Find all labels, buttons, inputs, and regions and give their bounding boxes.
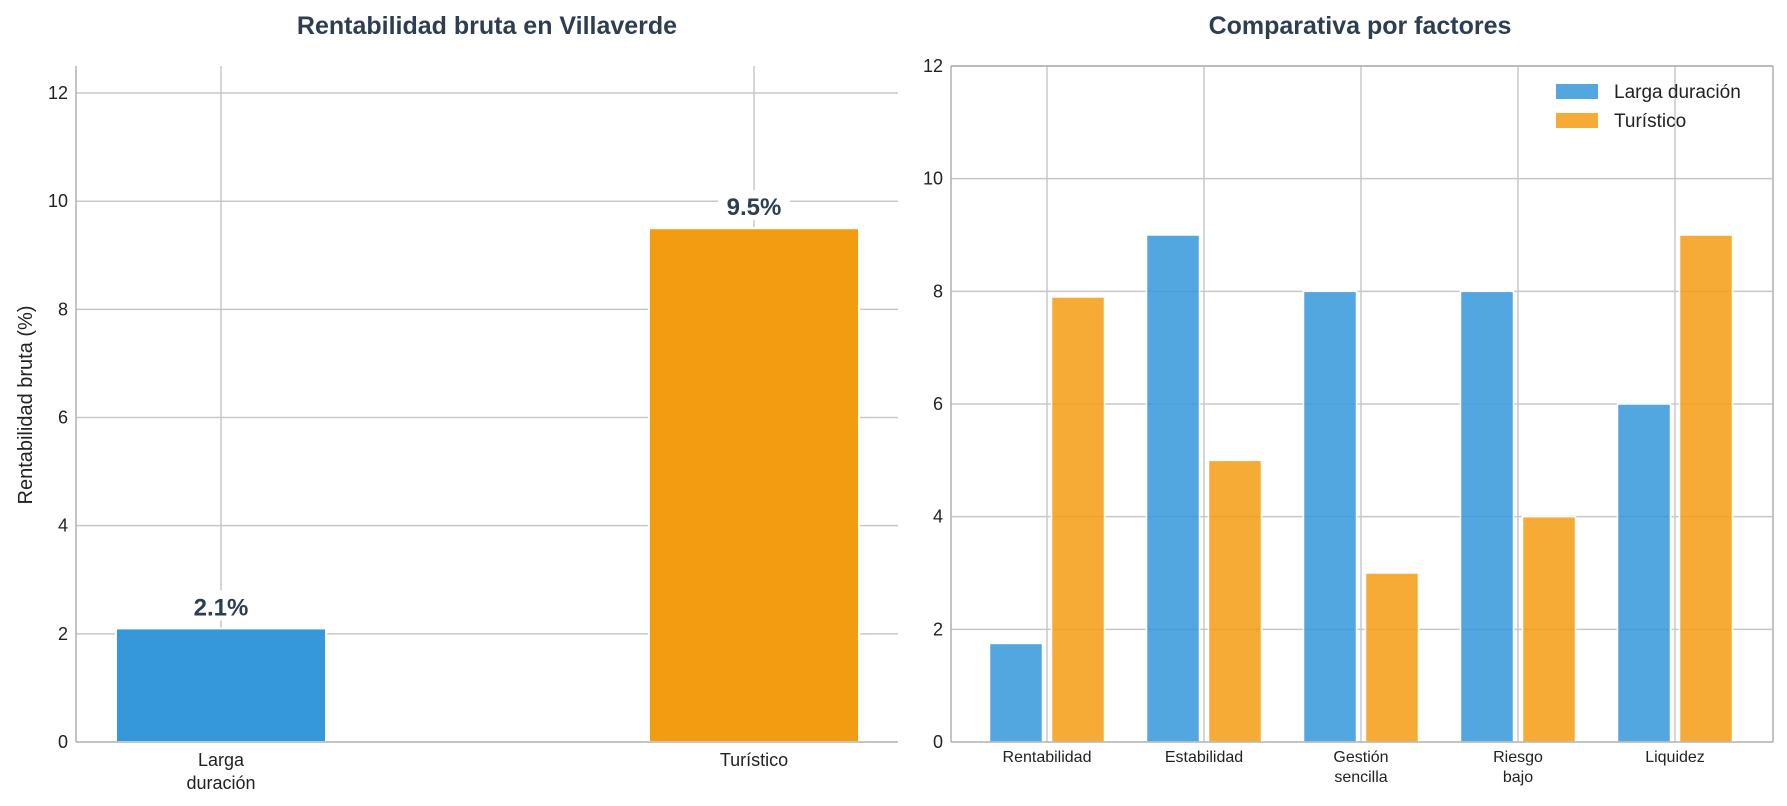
left-x-tick-label: duración (186, 773, 255, 793)
legend-label: Larga duración (1614, 82, 1741, 103)
right-x-tick-label: Gestión (1333, 749, 1388, 766)
right-bar-turistico (1521, 515, 1577, 743)
right-y-tick-label: 4 (933, 507, 943, 527)
right-bar-turistico (1207, 459, 1263, 743)
right-x-tick-label: Rentabilidad (1003, 749, 1092, 766)
right-y-tick-label: 10 (923, 169, 943, 189)
left-y-tick-label: 10 (48, 191, 68, 211)
legend-swatch (1556, 84, 1598, 99)
right-x-tick-label: sencilla (1334, 769, 1387, 786)
right-x-tick-label: Liquidez (1645, 749, 1705, 766)
right-x-tick-label: Estabilidad (1165, 749, 1243, 766)
right-y-tick-label: 6 (933, 394, 943, 414)
right-y-tick-label: 2 (933, 619, 943, 639)
left-data-label-bg (718, 190, 790, 221)
legend-swatch (1556, 113, 1598, 128)
left-data-label: 9.5% (727, 194, 782, 221)
right-legend: Larga duración Turístico (1556, 82, 1741, 132)
right-bar-larga-duracion (1616, 403, 1672, 743)
left-y-tick-label: 2 (58, 624, 68, 644)
right-bar-turistico (1678, 234, 1734, 743)
right-x-tick-label: Riesgo (1493, 749, 1543, 766)
right-bar-larga-duracion (1145, 234, 1201, 743)
left-y-tick-label: 8 (58, 299, 68, 319)
left-y-tick-label: 6 (58, 408, 68, 428)
legend-label: Turístico (1614, 111, 1686, 132)
left-bar (648, 227, 860, 744)
right-bar-turistico (1050, 296, 1106, 743)
left-data-label: 2.1% (194, 594, 249, 621)
right-y-tick-label: 0 (933, 732, 943, 752)
right-bar-larga-duracion (1302, 290, 1358, 743)
right-x-tick-label: bajo (1503, 769, 1533, 786)
left-chart-rentabilidad: Rentabilidad bruta en Villaverde Rentabi… (15, 12, 898, 793)
left-x-tick-label: Larga (198, 750, 245, 770)
left-chart-title: Rentabilidad bruta en Villaverde (297, 12, 677, 40)
left-x-tick-label: Turístico (720, 750, 788, 770)
right-bar-larga-duracion (988, 642, 1044, 743)
left-data-label-bg (185, 590, 257, 621)
left-y-tick-label: 4 (58, 516, 68, 536)
right-y-tick-label: 8 (933, 281, 943, 301)
left-bar (115, 627, 327, 744)
right-chart-title: Comparativa por factores (1209, 12, 1512, 40)
right-bar-turistico (1364, 572, 1420, 743)
right-bar-larga-duracion (1459, 290, 1515, 743)
left-y-tick-label: 0 (58, 732, 68, 752)
right-chart-factores: Comparativa por factores 0 2 4 6 8 10 12 Rentab… (923, 12, 1774, 786)
left-y-axis-label: Rentabilidad bruta (%) (15, 306, 37, 505)
left-y-tick-label: 12 (48, 83, 68, 103)
right-y-tick-label: 12 (923, 56, 943, 76)
